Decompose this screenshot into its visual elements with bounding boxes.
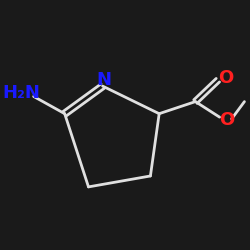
- Text: O: O: [218, 70, 233, 87]
- Text: O: O: [220, 111, 235, 129]
- Text: H₂N: H₂N: [2, 84, 40, 102]
- Text: N: N: [97, 71, 112, 89]
